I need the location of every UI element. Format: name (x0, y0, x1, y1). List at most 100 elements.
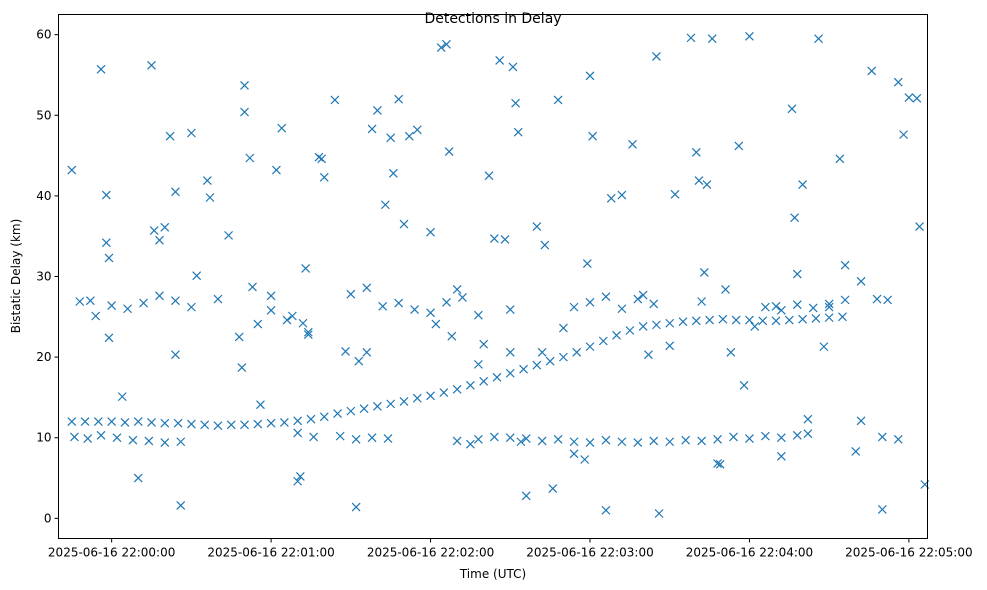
data-point (513, 127, 523, 137)
data-point (465, 380, 475, 390)
data-point (721, 284, 730, 294)
data-point (851, 447, 861, 456)
data-point (819, 342, 829, 352)
data-point (516, 437, 526, 447)
data-point (186, 128, 196, 138)
x-tick-label: 2025-06-16 22:04:00 (686, 546, 813, 560)
data-point (893, 77, 903, 87)
data-point (351, 434, 361, 444)
data-point (112, 433, 122, 443)
data-point (139, 298, 148, 308)
data-point (266, 305, 276, 315)
data-point (171, 350, 180, 360)
data-point (553, 95, 563, 105)
data-point (399, 219, 409, 229)
data-point (240, 81, 249, 90)
data-point (572, 347, 582, 357)
data-point (872, 294, 882, 304)
data-point (867, 66, 877, 76)
data-point (237, 363, 247, 373)
y-tick-label: 20 (36, 350, 51, 364)
data-point (601, 505, 611, 515)
data-point (489, 234, 499, 244)
data-point (70, 432, 79, 442)
data-point (442, 297, 451, 307)
data-point (729, 432, 738, 442)
data-point (120, 417, 130, 427)
data-point (580, 455, 590, 464)
data-point (883, 295, 893, 305)
data-point (665, 437, 675, 447)
data-point (253, 319, 263, 329)
data-point (824, 313, 834, 323)
data-point (85, 296, 95, 306)
data-point (617, 304, 627, 314)
data-point (569, 437, 579, 447)
data-point (458, 293, 467, 302)
data-point (739, 380, 749, 390)
data-point (585, 71, 595, 81)
data-point (625, 326, 635, 335)
data-point (271, 165, 281, 175)
data-point (91, 311, 101, 321)
data-point (224, 230, 234, 240)
data-point (298, 318, 308, 328)
y-tick-label: 50 (36, 108, 51, 122)
data-point (303, 330, 313, 339)
y-tick-label: 10 (36, 431, 51, 445)
data-point (670, 189, 680, 199)
data-point (394, 298, 404, 308)
data-point (75, 297, 85, 306)
data-point (256, 400, 265, 410)
data-point (803, 429, 813, 439)
x-tick-label: 2025-06-16 22:03:00 (526, 546, 653, 560)
data-point (473, 359, 483, 369)
data-point (282, 315, 292, 325)
data-point (367, 124, 377, 134)
data-point (452, 436, 462, 446)
data-point (104, 333, 114, 343)
data-point (505, 368, 515, 378)
data-point (149, 226, 159, 235)
data-point (431, 319, 441, 329)
data-point (362, 347, 372, 357)
data-point (519, 364, 528, 374)
data-point (399, 397, 409, 406)
x-axis-ticks: 2025-06-16 22:00:00 2025-06-16 22:01:00 20… (48, 538, 973, 560)
data-point (582, 259, 592, 269)
data-point (253, 419, 263, 429)
data-point (293, 416, 303, 426)
data-point (734, 141, 744, 151)
data-point (287, 311, 297, 321)
data-point (803, 414, 813, 424)
data-point (644, 350, 653, 360)
data-point (638, 290, 648, 300)
data-point (808, 303, 818, 313)
data-point (436, 43, 446, 52)
data-point (585, 342, 595, 352)
data-point (856, 276, 866, 286)
data-point (426, 391, 435, 401)
data-point (107, 301, 117, 310)
data-point (447, 331, 457, 341)
data-point (67, 417, 77, 427)
data-point (652, 51, 661, 61)
data-point (301, 264, 311, 273)
data-point (444, 147, 454, 156)
data-point (372, 401, 382, 411)
data-point (899, 130, 909, 140)
data-point (147, 417, 156, 427)
x-axis-label: Time (UTC) (459, 567, 526, 581)
y-tick-label: 30 (36, 270, 51, 284)
data-point (248, 282, 257, 292)
data-point (80, 417, 90, 427)
data-point (665, 318, 675, 328)
data-point (83, 434, 93, 443)
data-point (912, 93, 922, 103)
data-point (489, 432, 499, 442)
data-point (317, 154, 327, 164)
data-point (412, 393, 422, 403)
data-point (410, 305, 420, 314)
data-point (309, 432, 319, 442)
data-point (160, 418, 170, 428)
